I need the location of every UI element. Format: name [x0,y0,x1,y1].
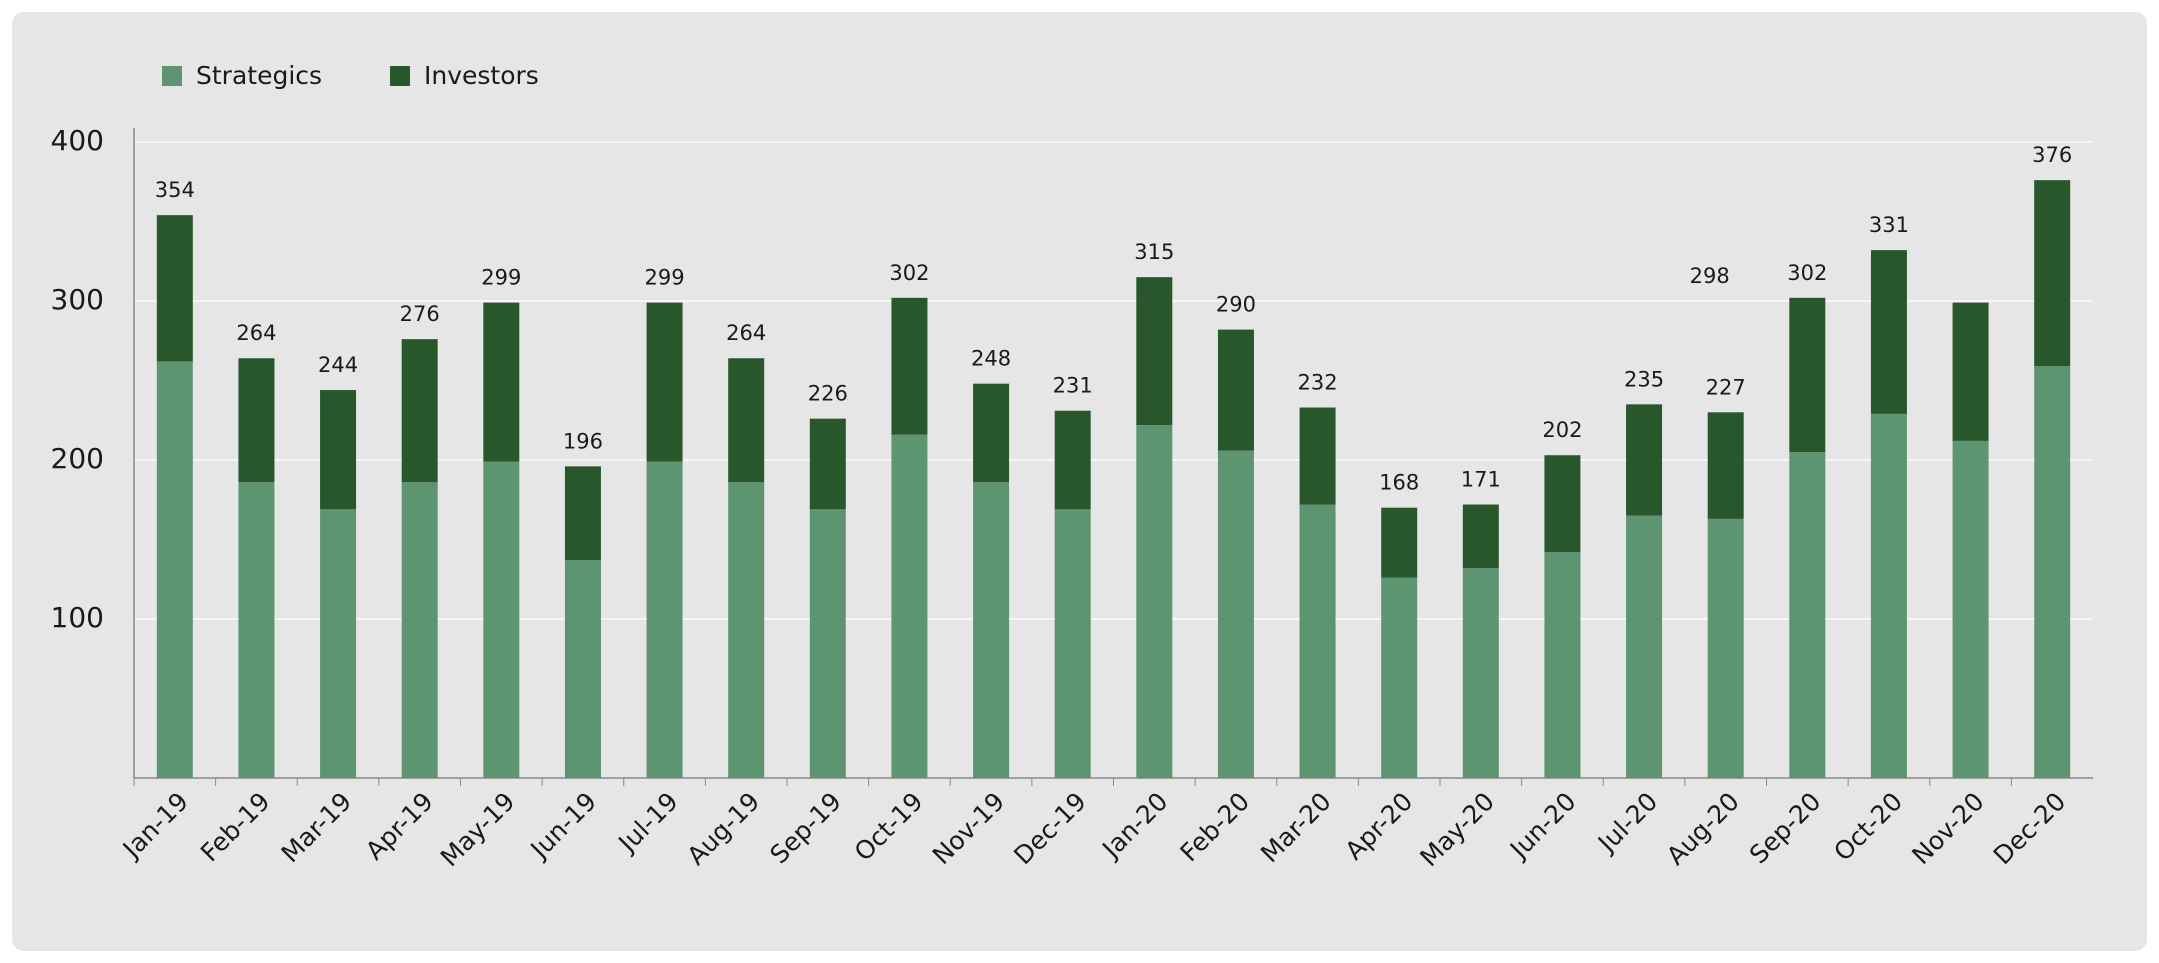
bar-segment [1136,277,1173,426]
bar-segment [1381,507,1418,578]
total-label: 299 [645,266,685,290]
total-label: 227 [1706,375,1746,399]
annotation: 298 [1690,264,1730,288]
bar-segment [2034,366,2071,778]
y-tick-label: 200 [51,442,104,475]
bar-segment [2034,180,2071,367]
bar-segment [1217,329,1254,451]
bar-segment [1870,413,1907,778]
total-label: 354 [155,178,195,202]
total-label: 315 [1134,240,1174,264]
bar-segment [238,482,275,778]
bar-segment [891,434,928,778]
y-tick-label: 100 [51,601,104,634]
bar-segment [1381,577,1418,778]
bar-segment [1870,250,1907,414]
bar-segment [1462,568,1499,778]
bar-segment [728,358,765,483]
bar-segment [1054,410,1091,510]
total-label: 276 [400,302,440,326]
bar-segment [238,358,275,483]
total-label: 331 [1869,213,1909,237]
bar-segment [973,482,1010,778]
bar-segment [1789,297,1826,453]
total-label: 226 [808,382,848,406]
total-label: 244 [318,353,358,377]
total-label: 264 [236,321,276,345]
bar-segment [320,390,357,510]
total-label: 168 [1379,471,1419,495]
bar-segment [156,215,193,362]
bar-segment [1054,509,1091,778]
bar-segment [1462,504,1499,569]
total-label: 376 [2032,143,2072,167]
total-label: 232 [1298,371,1338,395]
legend-label: Strategics [196,61,322,90]
bar-segment [564,466,601,561]
bar-segment [646,302,683,462]
total-label: 302 [1787,261,1827,285]
total-label: 302 [889,261,929,285]
total-label: 171 [1461,468,1501,492]
bar-segment [564,560,601,778]
bar-segment [809,509,846,778]
bar-segment [1136,425,1173,778]
legend-label: Investors [424,61,539,90]
total-label: 248 [971,347,1011,371]
bar-segment [1626,515,1663,778]
bar-segment [1707,518,1744,778]
bar-segment [809,418,846,510]
bar-segment [1952,440,1989,778]
legend-swatch [162,66,182,86]
total-label: 235 [1624,367,1664,391]
bar-segment [156,361,193,778]
bar-segment [1544,552,1581,778]
y-tick-label: 300 [51,283,104,316]
total-label: 299 [481,266,521,290]
bar-segment [1299,504,1336,778]
bar-segment [973,383,1010,483]
total-label: 290 [1216,293,1256,317]
bar-segment [483,302,520,462]
legend-swatch [390,66,410,86]
bar-segment [646,461,683,778]
bar-segment [1789,452,1826,778]
y-tick-label: 400 [51,124,104,157]
bar-segment [1544,455,1581,553]
bar-segment [320,509,357,778]
bar-segment [401,482,438,778]
bar-segment [1217,450,1254,778]
total-label: 231 [1053,374,1093,398]
bar-segment [1707,412,1744,519]
total-label: 196 [563,429,603,453]
bar-segment [401,339,438,483]
total-label: 202 [1542,418,1582,442]
bar-segment [1299,407,1336,505]
bar-segment [1952,302,1989,441]
total-label: 264 [726,321,766,345]
bar-segment [728,482,765,778]
bar-segment [483,461,520,778]
bar-segment [1626,404,1663,516]
bar-segment [891,297,928,435]
